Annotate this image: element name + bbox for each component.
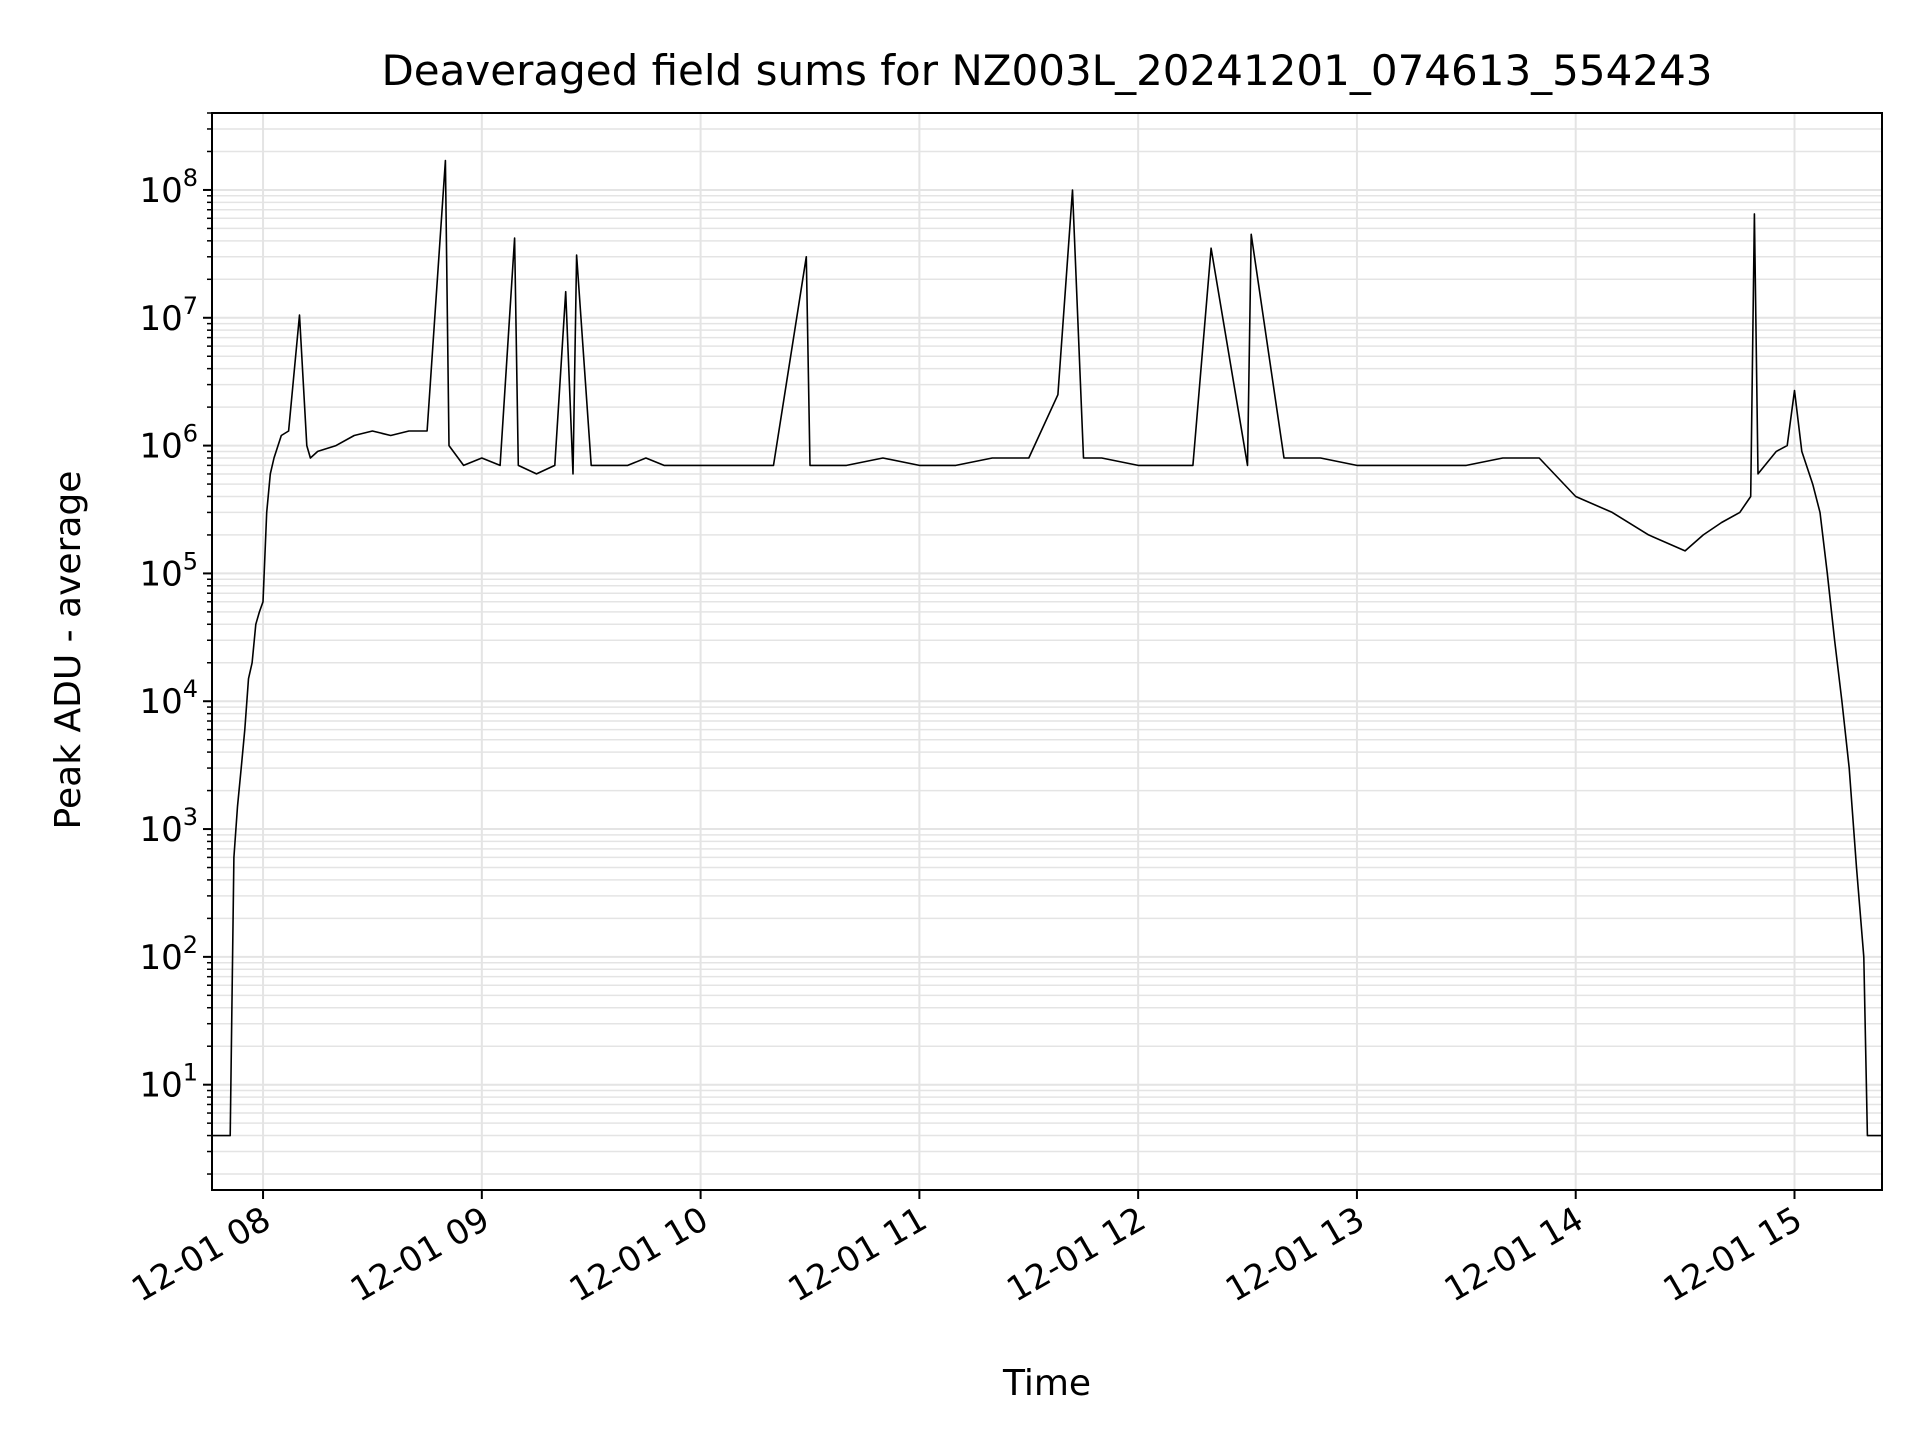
y-tick-exponent: 7 [183, 292, 198, 320]
y-tick-label: 107 [139, 292, 198, 339]
y-tick-base: 10 [139, 938, 182, 978]
y-tick-base: 10 [139, 810, 182, 850]
y-tick-exponent: 1 [183, 1059, 198, 1087]
y-axis-label: Peak ADU - average [48, 471, 89, 830]
chart-title: Deaveraged field sums for NZ003L_2024120… [381, 46, 1712, 95]
y-tick-exponent: 2 [183, 931, 198, 959]
grid [212, 112, 1882, 1190]
y-tick-base: 10 [139, 171, 182, 211]
y-tick-base: 10 [139, 427, 182, 467]
y-tick-exponent: 3 [183, 803, 198, 831]
data-layer [212, 159, 1882, 1137]
y-tick-label: 105 [139, 547, 198, 594]
y-tick-label: 101 [139, 1059, 198, 1106]
y-tick-label: 104 [139, 675, 198, 722]
y-tick-label: 108 [139, 164, 198, 211]
y-tick-exponent: 6 [183, 420, 198, 448]
x-axis-label: Time [1002, 1363, 1091, 1404]
series-line [212, 159, 1882, 1137]
y-tick-exponent: 4 [183, 675, 198, 703]
y-tick-label: 103 [139, 803, 198, 850]
plot-frame [211, 112, 1883, 1191]
y-tick-label: 106 [139, 420, 198, 467]
y-tick-base: 10 [139, 1066, 182, 1106]
y-tick-exponent: 8 [183, 164, 198, 192]
y-tick-base: 10 [139, 554, 182, 594]
y-tick-label: 102 [139, 931, 198, 978]
y-tick-base: 10 [139, 299, 182, 339]
y-tick-base: 10 [139, 682, 182, 722]
y-tick-exponent: 5 [183, 547, 198, 575]
